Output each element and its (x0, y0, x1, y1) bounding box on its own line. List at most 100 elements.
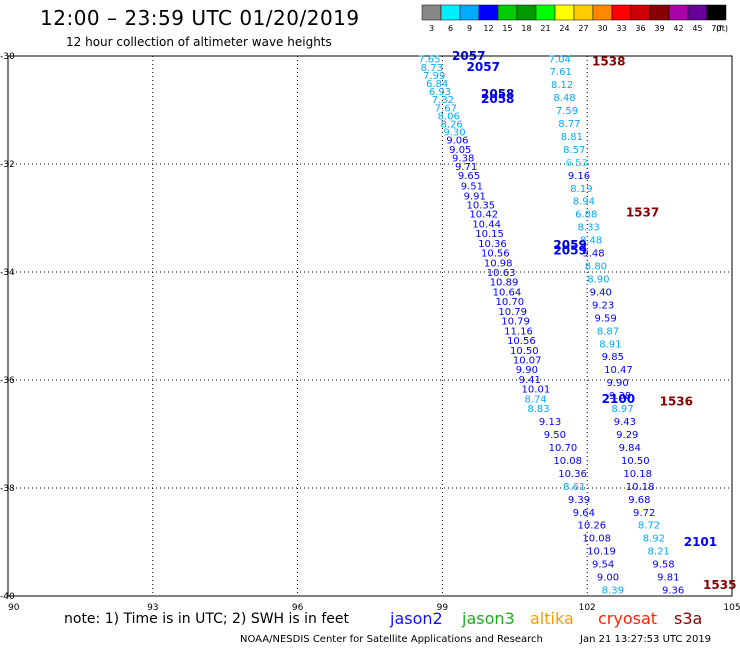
y-tick-label: -38 (0, 484, 15, 494)
swh-value-label: 10.70 (495, 297, 524, 308)
legend-jason3: jason3 (462, 609, 515, 628)
swh-value-label: 9.51 (461, 182, 483, 193)
colorbar-swatch (459, 4, 480, 21)
swh-value-label: 8.87 (597, 326, 619, 337)
colorbar-label: 21 (540, 24, 550, 33)
note-text: note: 1) Time is in UTC; 2) SWH is in fe… (64, 611, 350, 627)
swh-value-label: 9.90 (516, 365, 538, 376)
colorbar-label: 36 (635, 24, 645, 33)
swh-value-label: 9.13 (539, 417, 561, 428)
swh-value-label: 10.36 (478, 239, 507, 250)
page-title: 12:00 – 23:59 UTC 01/20/2019 (40, 6, 360, 30)
swh-value-label: 10.79 (501, 317, 530, 328)
x-tick-label: 102 (579, 603, 596, 613)
swh-value-label: 9.65 (458, 171, 480, 182)
colorbar-swatch (573, 4, 594, 21)
swh-value-label: 8.33 (578, 223, 600, 234)
colorbar-swatch (554, 4, 575, 21)
swh-value-label: 8.72 (638, 521, 660, 532)
swh-value-label: 8.77 (558, 119, 580, 130)
y-tick-label: -32 (0, 160, 15, 170)
swh-value-label: 9.16 (568, 171, 590, 182)
y-tick-label: -30 (0, 52, 15, 62)
swh-value-label: 8.80 (585, 262, 607, 273)
swh-value-label: 9.72 (633, 508, 655, 519)
swh-value-label: 7.65 (418, 55, 440, 66)
swh-value-label: 9.59 (594, 313, 616, 324)
colorbar-label: 6 (448, 24, 453, 33)
swh-value-label: 8.19 (570, 184, 592, 195)
swh-value-label: 9.50 (544, 430, 566, 441)
colorbar-label: 9 (467, 24, 472, 33)
swh-value-label: 10.50 (510, 346, 539, 357)
swh-value-label: 10.08 (582, 534, 611, 545)
swh-value-label: 8.91 (599, 339, 621, 350)
swh-value-label: 8.21 (648, 547, 670, 558)
swh-value-label: 7.99 (423, 71, 445, 82)
colorbar-swatch (668, 4, 689, 21)
colorbar-swatch (687, 4, 708, 21)
pass-time-label: 2058 (481, 92, 514, 106)
cryosat-pass-label: 1536 (660, 395, 693, 409)
colorbar-swatch (630, 4, 651, 21)
swh-value-label: 9.64 (573, 508, 595, 519)
swh-value-label: 8.97 (611, 404, 633, 415)
swh-value-label: 10.08 (553, 456, 582, 467)
swh-value-label: 8.90 (587, 274, 609, 285)
page-subtitle: 12 hour collection of altimeter wave hei… (66, 35, 332, 49)
swh-value-label: 9.41 (519, 375, 541, 386)
colorbar-label: 45 (692, 24, 702, 33)
colorbar-swatch (478, 4, 499, 21)
swh-value-label: 9.90 (607, 378, 629, 389)
swh-value-label: 7.61 (550, 67, 572, 78)
colorbar-swatch (611, 4, 632, 21)
y-tick-label: -34 (0, 268, 15, 278)
swh-value-label: 6.88 (575, 210, 597, 221)
swh-value-label: 6.84 (426, 79, 448, 90)
swh-value-label: 8.92 (643, 534, 665, 545)
swh-value-label: 7.67 (435, 103, 457, 114)
timestamp-text: Jan 21 13:27:53 UTC 2019 (580, 634, 712, 645)
pass-time-label: 2100 (602, 392, 635, 406)
colorbar-swatch (706, 4, 727, 21)
swh-value-label: 8.39 (602, 586, 624, 597)
cryosat-pass-label: 1538 (592, 54, 625, 68)
x-tick-label: 90 (8, 603, 20, 613)
swh-value-label: 10.70 (549, 443, 578, 454)
colorbar-label: 27 (578, 24, 588, 33)
swh-value-label: 9.39 (568, 495, 590, 506)
colorbar-swatch (535, 4, 556, 21)
colorbar-swatch (649, 4, 670, 21)
swh-value-label: 9.84 (619, 443, 641, 454)
pass-time-label: 2059 (553, 243, 586, 257)
swh-value-label: 9.58 (652, 560, 674, 571)
colorbar-swatch (440, 4, 461, 21)
swh-value-label: 7.04 (549, 55, 571, 66)
pass-time-label: 2057 (452, 49, 485, 63)
y-tick-label: -36 (0, 376, 15, 386)
swh-value-label: 10.26 (578, 521, 607, 532)
swh-value-label: 8.61 (563, 482, 585, 493)
x-tick-label: 93 (147, 603, 158, 613)
swh-value-label: 10.89 (490, 278, 519, 289)
swh-value-label: 8.06 (438, 111, 460, 122)
swh-value-label: 10.42 (469, 210, 498, 221)
swh-value-label: 8.83 (527, 404, 549, 415)
swh-value-label: 8.81 (561, 132, 583, 143)
swh-value-label: 10.01 (522, 385, 551, 396)
x-tick-label: 99 (437, 603, 449, 613)
swh-value-label: 10.56 (507, 336, 536, 347)
swh-value-label: 10.47 (604, 365, 633, 376)
colorbar-label: 12 (483, 24, 493, 33)
colorbar-label: 30 (597, 24, 607, 33)
colorbar-label: 39 (654, 24, 664, 33)
swh-value-label: 10.56 (481, 249, 510, 260)
swh-value-label: 9.38 (609, 391, 631, 402)
swh-value-label: 10.18 (623, 469, 652, 480)
plot-frame (7, 55, 733, 597)
pass-time-label: 2059 (553, 238, 586, 252)
swh-value-label: 9.43 (614, 417, 636, 428)
swh-value-label: 9.48 (582, 249, 604, 260)
swh-value-label: 8.48 (553, 93, 575, 104)
